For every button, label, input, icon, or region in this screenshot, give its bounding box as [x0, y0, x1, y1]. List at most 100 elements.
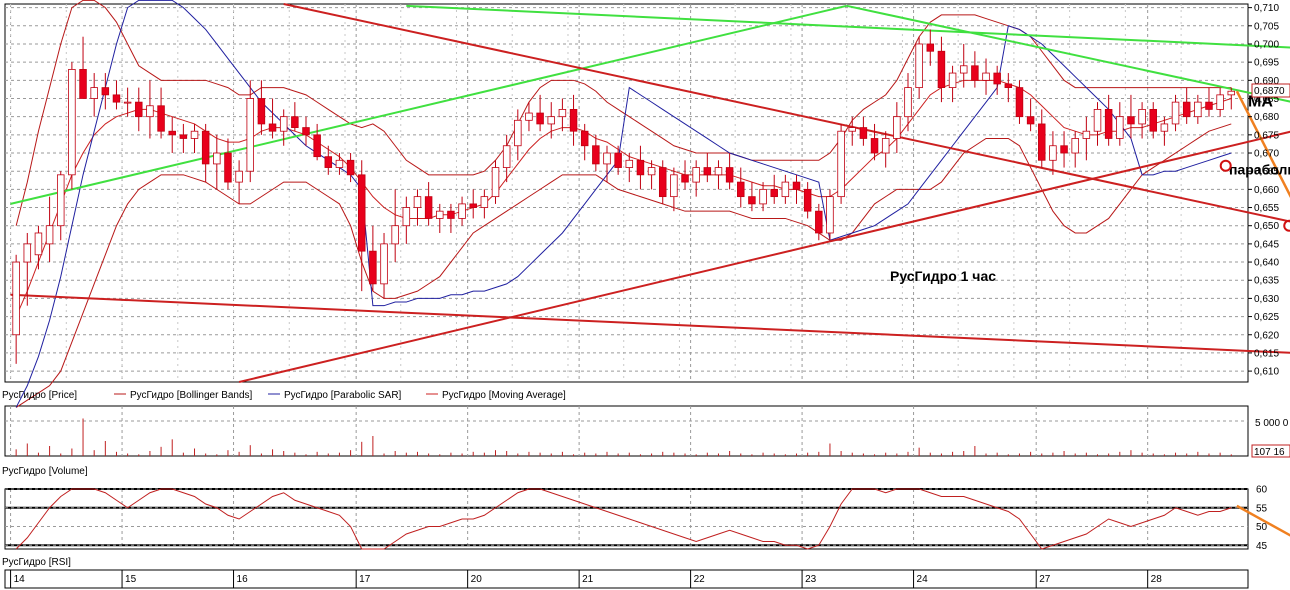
candle-body — [101, 87, 110, 96]
candle — [658, 160, 667, 204]
candle — [257, 80, 266, 135]
candle — [959, 43, 968, 88]
candle-body — [436, 210, 444, 219]
candle — [770, 174, 778, 204]
candle-body — [79, 69, 87, 99]
candle — [703, 153, 712, 183]
day-label: 22 — [694, 574, 706, 585]
candle-body — [558, 109, 567, 118]
price-tick-label: 0,635 — [1254, 276, 1279, 287]
candle-body — [748, 196, 756, 205]
candle — [1082, 116, 1091, 161]
candle-body — [815, 210, 823, 234]
candle — [213, 134, 221, 190]
candle — [1227, 87, 1236, 110]
time-axis — [4, 569, 1249, 589]
candle — [346, 153, 355, 183]
candle-body — [168, 130, 176, 136]
candle-body — [302, 127, 310, 136]
volume-label: РусГидро [Volume] — [2, 466, 88, 477]
candle-body — [1038, 123, 1046, 161]
candle — [23, 232, 32, 306]
last-price-box — [1251, 83, 1290, 98]
candle-body — [870, 138, 879, 154]
candle — [112, 80, 121, 110]
candle — [792, 174, 801, 204]
candle-body — [380, 243, 388, 285]
candle-body — [491, 167, 500, 198]
candle-body — [402, 207, 411, 227]
candle-body — [904, 87, 912, 118]
candle-body — [658, 167, 667, 198]
candle-body — [12, 261, 20, 336]
candle-body — [346, 159, 355, 176]
candle — [391, 189, 399, 263]
candle — [904, 73, 912, 132]
candle — [971, 51, 979, 88]
candle-body — [670, 174, 678, 198]
legend-entry: РусГидро [Moving Average] — [442, 390, 566, 401]
trendline — [10, 4, 847, 205]
candles — [12, 29, 1236, 364]
candle — [1160, 116, 1169, 146]
candle — [915, 36, 923, 99]
candle-body — [201, 130, 210, 165]
candle-body — [525, 112, 533, 121]
candle — [1171, 94, 1180, 132]
candle — [34, 225, 43, 270]
candle-body — [737, 181, 745, 198]
chart-title: РусГидро 1 час — [890, 268, 996, 284]
candle-body — [1015, 87, 1024, 118]
candle-body — [770, 188, 778, 198]
candle-body — [1026, 116, 1035, 125]
candle-body — [90, 87, 98, 99]
candle-body — [213, 152, 221, 165]
candle — [1071, 131, 1079, 168]
day-label: 15 — [125, 574, 137, 585]
candle-body — [1071, 138, 1079, 154]
candle — [157, 87, 165, 139]
candle — [714, 160, 723, 190]
candle — [224, 138, 232, 190]
candle-body — [959, 65, 968, 74]
candle-body — [112, 94, 121, 103]
candle — [893, 102, 901, 154]
candle — [179, 123, 188, 154]
volume-last-label: 107 16 — [1254, 447, 1285, 458]
trendline — [238, 130, 1290, 383]
price-panel — [4, 3, 1249, 383]
candle-body — [224, 152, 232, 183]
bollinger-lower — [15, 123, 1232, 408]
candle — [670, 167, 678, 212]
volume-tick: 5 000 0 — [1255, 418, 1289, 429]
candle-body — [1138, 109, 1146, 125]
candle — [291, 102, 299, 132]
candle-body — [45, 225, 54, 245]
candle — [279, 109, 288, 146]
day-label: 24 — [917, 574, 929, 585]
day-label: 28 — [1151, 574, 1163, 585]
candle-body — [235, 170, 243, 183]
day-label: 23 — [805, 574, 817, 585]
rsi-forecast-line — [1236, 504, 1290, 537]
candle-body — [1049, 145, 1057, 161]
candle-body — [279, 116, 288, 132]
candle-body — [268, 123, 277, 132]
candle — [313, 123, 321, 161]
candle-body — [1082, 130, 1091, 139]
candle-body — [391, 225, 399, 245]
candle — [759, 182, 767, 212]
candle-body — [1182, 101, 1191, 118]
volume-grid — [5, 406, 1248, 456]
candle — [1015, 80, 1024, 124]
rsi-tick-label: 55 — [1256, 503, 1268, 514]
candle-body — [1060, 145, 1068, 154]
moving-average — [15, 79, 1232, 317]
candle-body — [1171, 101, 1180, 125]
price-tick-label: 0,675 — [1254, 130, 1279, 141]
candle — [826, 189, 834, 241]
candle-body — [703, 167, 712, 176]
candle-body — [34, 232, 43, 256]
trendline — [10, 293, 1290, 354]
candle-body — [335, 159, 344, 168]
